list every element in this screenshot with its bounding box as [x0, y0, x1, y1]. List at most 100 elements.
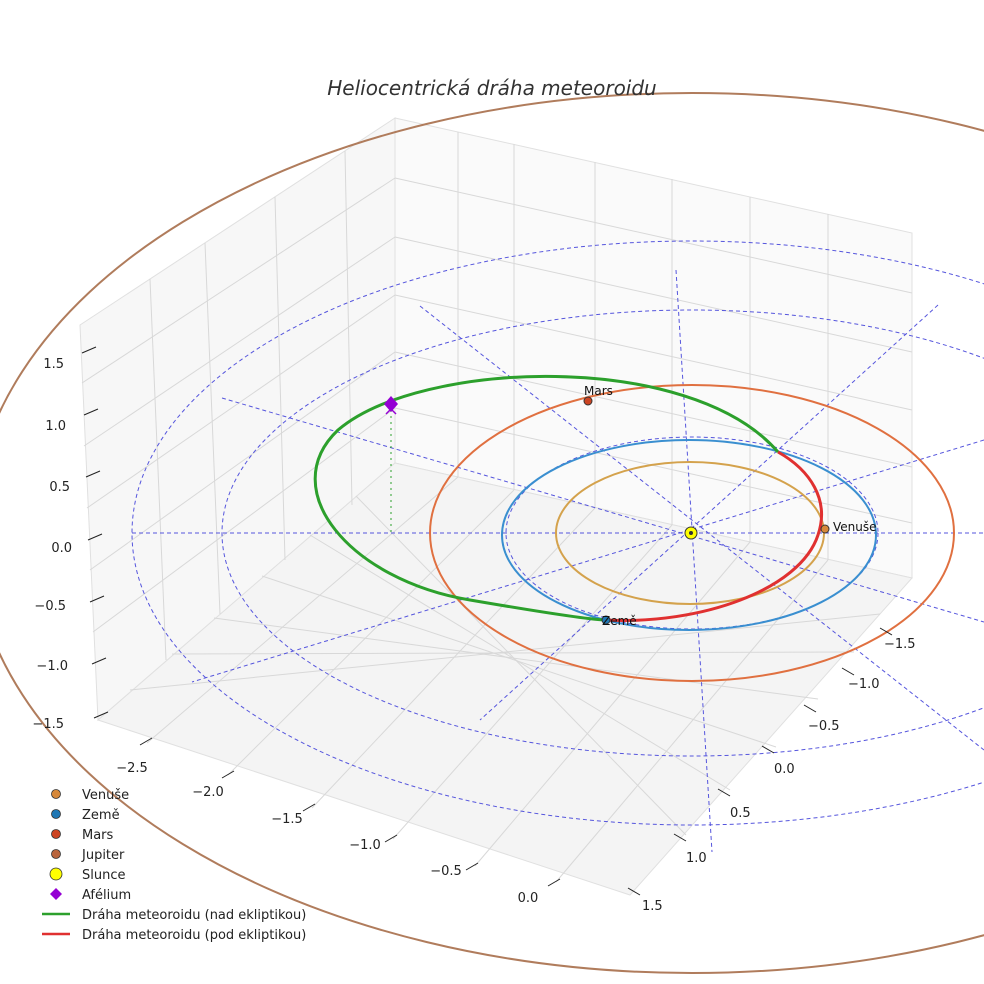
legend: Venuše Země Mars Jupiter Slunce Afélium … — [42, 788, 306, 943]
legend-marker-aphelion — [50, 888, 62, 900]
floor-pane — [97, 462, 913, 896]
z-tick-label: 1.0 — [45, 419, 66, 434]
z-tick-label: 1.5 — [43, 357, 64, 372]
legend-label-earth: Země — [82, 808, 120, 823]
legend-label-venus: Venuše — [82, 788, 129, 803]
x-tick-label: −2.0 — [192, 785, 224, 800]
y-tick-label: 1.0 — [686, 851, 707, 866]
label-venus: Venuše — [833, 520, 877, 534]
label-mars: Mars — [584, 384, 613, 398]
reference-line — [675, 269, 713, 853]
label-earth: Země — [602, 614, 637, 628]
grid-line — [227, 489, 515, 776]
y-tick-label: −1.0 — [848, 677, 880, 692]
reference-line — [419, 305, 984, 751]
y-tick-mark — [673, 833, 687, 842]
y-tick-label: −0.5 — [808, 719, 840, 734]
axis-panes — [79, 117, 913, 896]
grid-line — [89, 351, 396, 571]
legend-label-jupiter: Jupiter — [81, 848, 125, 863]
grid-line — [146, 476, 459, 744]
orbit-jupiter — [0, 92, 984, 974]
z-tick-mark — [91, 657, 107, 665]
y-tick-mark — [717, 788, 731, 797]
x-tick-mark — [465, 862, 479, 871]
legend-label-aphelion: Afélium — [82, 888, 131, 903]
legend-label-above: Dráha meteoroidu (nad ekliptikou) — [82, 908, 306, 923]
grid-line — [86, 294, 396, 509]
reference-circle — [221, 309, 984, 757]
x-tick-mark — [384, 834, 398, 843]
x-tick-mark — [302, 803, 316, 812]
z-tick-label: 0.5 — [49, 480, 70, 495]
x-tick-label: −2.5 — [116, 761, 148, 776]
grid-line — [394, 351, 913, 468]
x-tick-label: −1.0 — [349, 838, 381, 853]
x-tick-mark — [221, 770, 235, 779]
x-tick-mark — [139, 737, 153, 746]
orbit-earth — [501, 439, 877, 631]
grid-line — [213, 617, 819, 700]
legend-label-sun: Slunce — [82, 868, 126, 883]
z-tick-mark — [87, 533, 103, 541]
legend-label-below: Dráha meteoroidu (pod ekliptikou) — [82, 928, 306, 943]
z-tick-mark — [89, 595, 105, 603]
y-tick-label: 1.5 — [642, 899, 663, 914]
grid-line — [474, 541, 751, 867]
x-tick-label: 0.0 — [518, 891, 539, 906]
grid-line — [392, 524, 673, 840]
venus-marker — [820, 524, 830, 534]
grid-line — [355, 495, 687, 836]
x-tick-label: −1.5 — [271, 812, 303, 827]
reference-line — [479, 304, 939, 721]
y-tick-mark — [761, 745, 775, 754]
legend-marker-sun — [49, 867, 63, 881]
sun-center — [689, 531, 693, 535]
y-tick-mark — [803, 704, 817, 713]
z-tick-mark — [85, 470, 101, 478]
aphelion-projection-marker — [385, 403, 397, 415]
reference-line — [191, 439, 984, 683]
grid-line — [149, 278, 167, 661]
grid-line — [394, 236, 913, 353]
grid-line — [204, 242, 221, 615]
earth-marker — [601, 615, 611, 625]
chart-title: Heliocentrická dráha meteoroidu — [327, 76, 657, 100]
y-tick-mark — [879, 627, 893, 636]
y-tick-label: 0.5 — [730, 806, 751, 821]
grid-line — [311, 507, 596, 809]
z-tick-label: −0.5 — [34, 599, 66, 614]
x-tick-label: −0.5 — [430, 864, 462, 879]
z-tick-mark — [81, 346, 97, 354]
aphelion-marker — [384, 396, 398, 412]
legend-marker-jupiter — [51, 849, 61, 859]
grid-line — [309, 534, 731, 791]
meteoroid-path-above-ecliptic — [313, 374, 780, 622]
legend-marker-mars — [51, 829, 61, 839]
z-tick-mark — [93, 711, 109, 719]
grid-line — [92, 407, 396, 633]
legend-marker-venus — [51, 789, 61, 799]
legend-marker-earth — [51, 809, 61, 819]
orbit-mars — [429, 384, 955, 682]
z-tick-mark — [83, 408, 99, 416]
reference-line — [221, 397, 984, 623]
legend-label-mars: Mars — [82, 828, 114, 843]
grid-line — [274, 196, 286, 561]
z-tick-label: 0.0 — [51, 541, 72, 556]
grid-line — [83, 236, 396, 447]
grid-line — [555, 559, 829, 883]
y-tick-mark — [627, 887, 641, 896]
mars-marker — [583, 396, 593, 406]
x-tick-mark — [547, 878, 561, 887]
grid-line — [394, 294, 913, 411]
grid-line — [81, 177, 396, 384]
grid-line — [129, 613, 881, 691]
y-tick-mark — [841, 667, 855, 676]
y-tick-label: −1.5 — [884, 637, 916, 652]
y-tick-label: 0.0 — [774, 762, 795, 777]
meteoroid-path-below-ecliptic — [605, 450, 823, 622]
z-tick-label: −1.5 — [32, 717, 64, 732]
